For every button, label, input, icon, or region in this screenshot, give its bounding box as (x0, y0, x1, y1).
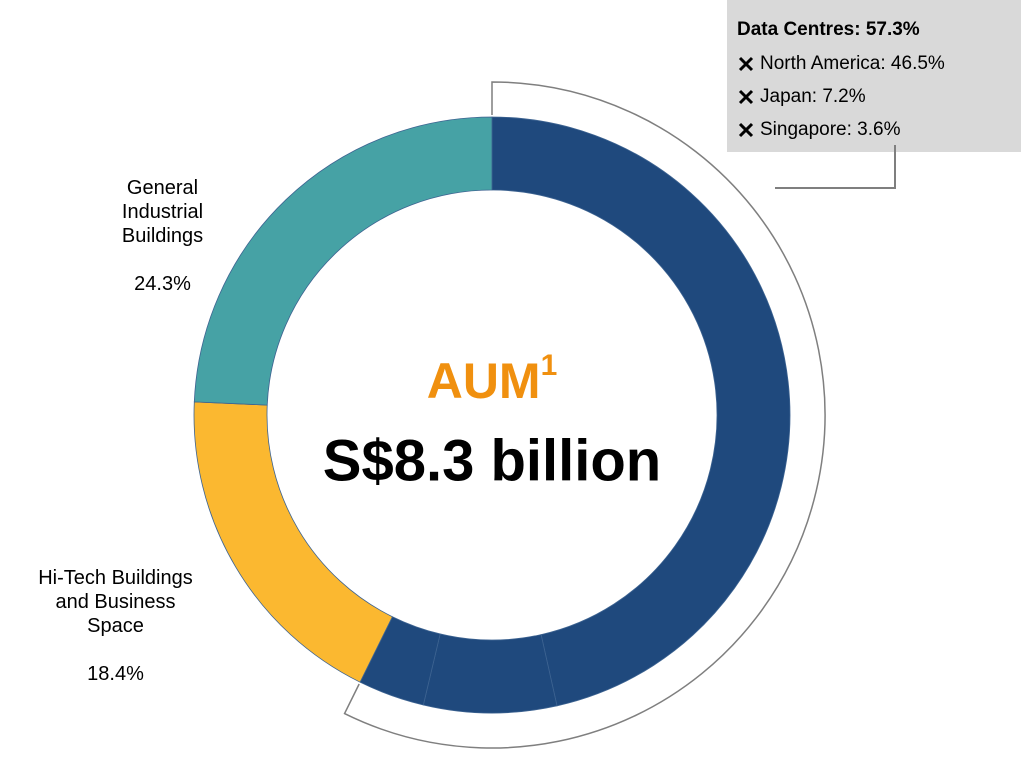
center-title: AUM1 (427, 349, 558, 409)
bullet (738, 56, 754, 72)
center-title-superscript: 1 (541, 349, 558, 382)
slice (422, 633, 558, 714)
slice (193, 116, 493, 406)
donut (193, 116, 791, 714)
category-label: General Industrial Buildings (121, 177, 204, 247)
connector (775, 145, 896, 189)
group-bracket (343, 81, 826, 749)
bullets (738, 56, 754, 138)
box-item: Singapore: 3.6% (760, 119, 901, 140)
center-subtitle: S$8.3 billion (323, 428, 661, 493)
category-label: Hi-Tech Buildings and Business Space (38, 567, 193, 637)
callout-box (727, 0, 1021, 152)
value-label: 24.3% (134, 273, 191, 295)
value-label: 18.4% (87, 663, 144, 685)
box-item: Japan: 7.2% (760, 86, 866, 107)
bullet (738, 122, 754, 138)
slice (491, 116, 791, 707)
center-title-text: AUM (427, 353, 541, 409)
group-label: Data Centres: 57.3% (737, 19, 920, 40)
box-item: North America: 46.5% (760, 53, 945, 74)
bullet (738, 89, 754, 105)
